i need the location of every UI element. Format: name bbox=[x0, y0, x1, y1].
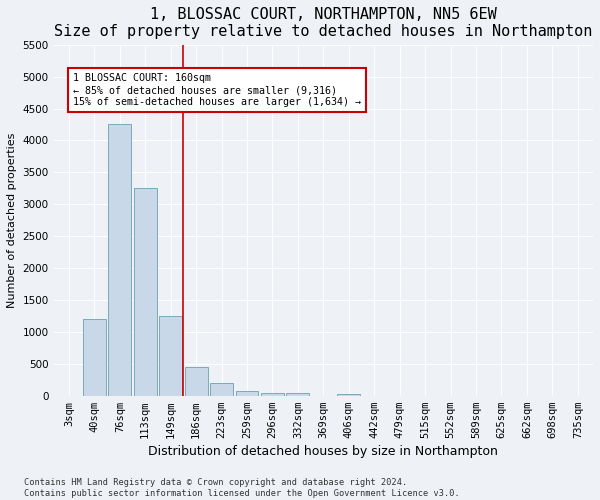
Bar bbox=[109, 124, 131, 396]
Text: 1 BLOSSAC COURT: 160sqm
← 85% of detached houses are smaller (9,316)
15% of semi: 1 BLOSSAC COURT: 160sqm ← 85% of detache… bbox=[73, 74, 361, 106]
Bar bbox=[286, 393, 310, 396]
X-axis label: Distribution of detached houses by size in Northampton: Distribution of detached houses by size … bbox=[148, 445, 498, 458]
Text: Contains HM Land Registry data © Crown copyright and database right 2024.
Contai: Contains HM Land Registry data © Crown c… bbox=[24, 478, 460, 498]
Bar bbox=[185, 367, 208, 396]
Bar bbox=[236, 390, 259, 396]
Bar bbox=[337, 394, 360, 396]
Bar bbox=[261, 392, 284, 396]
Bar bbox=[134, 188, 157, 396]
Title: 1, BLOSSAC COURT, NORTHAMPTON, NN5 6EW
Size of property relative to detached hou: 1, BLOSSAC COURT, NORTHAMPTON, NN5 6EW S… bbox=[54, 7, 593, 40]
Y-axis label: Number of detached properties: Number of detached properties bbox=[7, 132, 17, 308]
Bar bbox=[159, 316, 182, 396]
Bar bbox=[210, 383, 233, 396]
Bar bbox=[83, 319, 106, 396]
